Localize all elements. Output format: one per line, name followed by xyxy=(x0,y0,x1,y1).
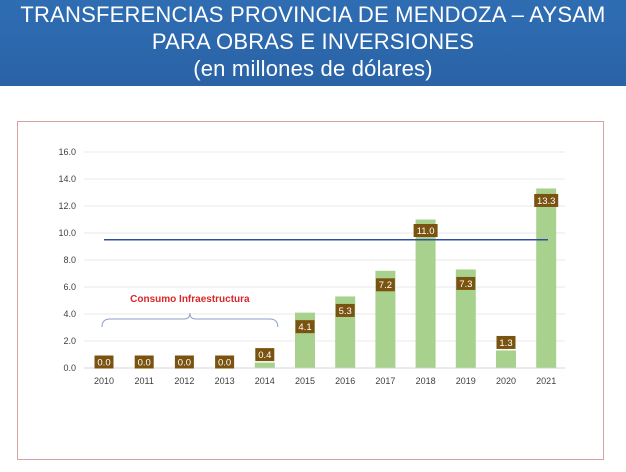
x-tick-label: 2016 xyxy=(335,376,355,386)
data-label: 11.0 xyxy=(417,226,435,237)
y-tick-label: 0.0 xyxy=(63,363,76,373)
annotation-text: Consumo Infraestructura xyxy=(130,294,250,305)
bar-2021 xyxy=(536,188,557,368)
data-label-box xyxy=(215,355,235,369)
data-label-box xyxy=(174,355,194,369)
title-band: TRANSFERENCIAS PROVINCIA DE MENDOZA – AY… xyxy=(0,0,626,86)
y-tick-label: 6.0 xyxy=(63,282,76,292)
y-tick-label: 10.0 xyxy=(58,228,76,238)
title-line-1: TRANSFERENCIAS PROVINCIA DE MENDOZA – AY… xyxy=(20,2,606,27)
data-label: 7.3 xyxy=(459,279,472,290)
data-label: 7.2 xyxy=(379,280,392,291)
annotation-brace xyxy=(101,312,279,328)
y-tick-label: 16.0 xyxy=(58,147,76,157)
data-label: 0.0 xyxy=(218,357,231,368)
x-tick-label: 2020 xyxy=(496,376,516,386)
y-tick-label: 2.0 xyxy=(63,336,76,346)
x-tick-label: 2010 xyxy=(94,376,114,386)
y-tick-label: 14.0 xyxy=(58,174,76,184)
x-tick-label: 2011 xyxy=(135,376,154,386)
data-label: 0.0 xyxy=(178,357,191,368)
data-label-box xyxy=(255,348,275,362)
bar-2018 xyxy=(415,219,436,368)
y-tick-label: 4.0 xyxy=(63,309,76,319)
data-label-box xyxy=(456,276,476,290)
x-tick-label: 2014 xyxy=(255,376,275,386)
data-label-box xyxy=(94,355,114,369)
title-line-2: PARA OBRAS E INVERSIONES xyxy=(151,29,475,54)
bar-2020 xyxy=(496,350,516,368)
y-tick-label: 12.0 xyxy=(58,201,76,211)
data-label: 0.0 xyxy=(97,357,110,368)
data-label: 0.4 xyxy=(258,350,271,361)
x-tick-label: 2018 xyxy=(416,376,436,386)
title-line-3: (en millones de dólares) xyxy=(193,56,433,81)
bar-2019 xyxy=(455,269,476,368)
data-label: 4.1 xyxy=(298,322,311,333)
data-label: 13.3 xyxy=(537,196,556,207)
data-label-box xyxy=(295,320,315,334)
data-label: 1.3 xyxy=(499,338,512,349)
data-label-box xyxy=(375,278,395,292)
chart-frame xyxy=(17,121,604,460)
data-label-box xyxy=(413,224,438,237)
data-label-box xyxy=(335,303,355,317)
bar-2017 xyxy=(375,270,396,368)
x-tick-label: 2015 xyxy=(295,376,315,386)
data-label-box xyxy=(496,335,516,349)
x-tick-label: 2019 xyxy=(456,376,476,386)
x-tick-label: 2012 xyxy=(174,376,194,386)
data-label: 0.0 xyxy=(138,357,151,368)
x-tick-label: 2017 xyxy=(375,376,395,386)
y-tick-label: 8.0 xyxy=(63,255,76,265)
x-tick-label: 2021 xyxy=(536,376,556,386)
x-tick-label: 2013 xyxy=(215,376,235,386)
data-label-box xyxy=(134,355,154,369)
bar-2014 xyxy=(254,362,275,368)
data-label-box xyxy=(534,193,559,207)
data-label: 5.3 xyxy=(339,306,352,317)
